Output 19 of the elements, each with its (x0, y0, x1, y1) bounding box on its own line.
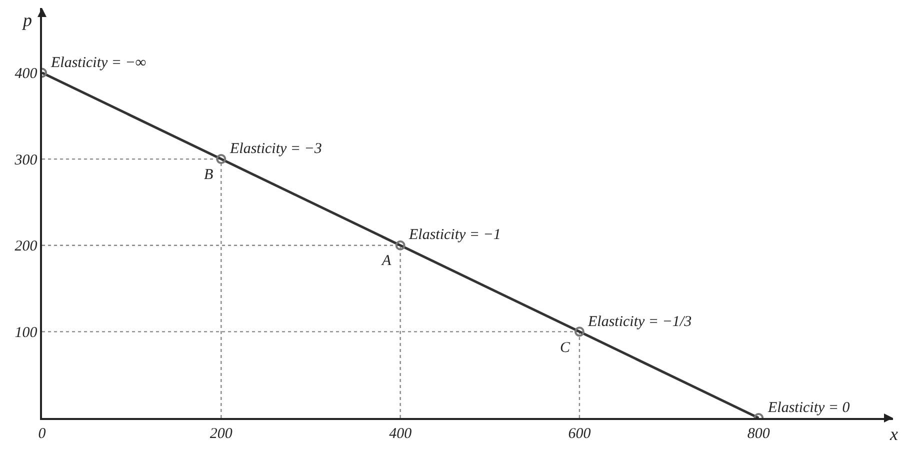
x-tick-label: 600 (568, 426, 592, 442)
annotation: B (204, 167, 214, 183)
y-tick-label: 400 (14, 66, 38, 82)
annotation: A (381, 253, 392, 269)
annotation: C (560, 340, 571, 356)
y-tick-label: 200 (14, 238, 38, 255)
y-tick-label: 100 (14, 324, 38, 341)
x-tick-label: 0 (38, 426, 46, 442)
y-tick-label: 300 (14, 152, 38, 168)
x-tick-label: 200 (210, 426, 233, 442)
x-tick-label: 800 (747, 426, 770, 442)
annotation: Elasticity = −∞ (50, 55, 146, 71)
annotation: Elasticity = −3 (229, 141, 322, 157)
x-tick-label: 400 (389, 426, 412, 442)
annotation: Elasticity = 0 (767, 400, 850, 416)
y-axis-title: p (21, 10, 32, 30)
annotation: Elasticity = −1/3 (587, 314, 692, 330)
x-axis-title: x (889, 424, 898, 444)
annotation: Elasticity = −1 (408, 227, 501, 243)
